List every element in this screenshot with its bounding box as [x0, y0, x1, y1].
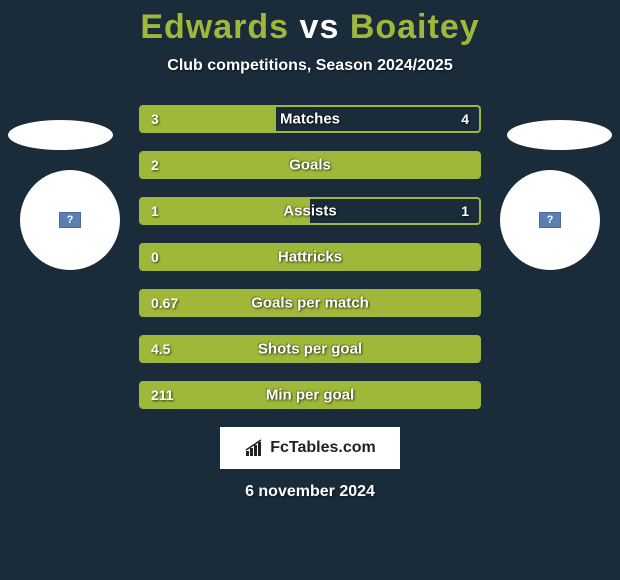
logo-box: FcTables.com	[220, 427, 400, 469]
page-title: Edwards vs Boaitey	[0, 0, 620, 47]
stat-row: Goals per match0.67	[139, 289, 481, 317]
stat-label: Matches	[141, 111, 479, 128]
stat-value-left: 2	[151, 157, 159, 173]
stat-row: Min per goal211	[139, 381, 481, 409]
player-right-name: Boaitey	[350, 8, 480, 46]
player-left-ellipse	[8, 120, 113, 150]
player-left-name: Edwards	[140, 8, 289, 46]
stat-label: Hattricks	[141, 249, 479, 266]
logo-text: FcTables.com	[270, 439, 376, 457]
stat-value-left: 0.67	[151, 295, 178, 311]
stat-value-left: 0	[151, 249, 159, 265]
player-right-ellipse	[507, 120, 612, 150]
stats-container: Matches3 4 Goals2 Assists1 1 Hattricks0 Goals …	[139, 105, 481, 409]
stat-value-left: 3	[151, 111, 159, 127]
stat-label: Goals	[141, 157, 479, 174]
stat-label: Assists	[141, 203, 479, 220]
stat-value-left: 4.5	[151, 341, 170, 357]
stat-value-right: 1	[461, 203, 469, 219]
date-text: 6 november 2024	[0, 483, 620, 501]
stat-value-left: 211	[151, 387, 174, 403]
stat-row: Goals2	[139, 151, 481, 179]
placeholder-icon	[59, 212, 81, 228]
stat-value-left: 1	[151, 203, 159, 219]
stat-row: Assists1 1	[139, 197, 481, 225]
stat-row: Shots per goal4.5	[139, 335, 481, 363]
vs-text: vs	[300, 8, 340, 46]
chart-icon	[244, 439, 266, 457]
subtitle: Club competitions, Season 2024/2025	[0, 57, 620, 75]
stat-label: Goals per match	[141, 295, 479, 312]
stat-label: Shots per goal	[141, 341, 479, 358]
stat-value-right: 4	[461, 111, 469, 127]
stat-row: Hattricks0	[139, 243, 481, 271]
player-right-avatar	[500, 170, 600, 270]
placeholder-icon	[539, 212, 561, 228]
stat-row: Matches3 4	[139, 105, 481, 133]
player-left-avatar	[20, 170, 120, 270]
stat-label: Min per goal	[141, 387, 479, 404]
